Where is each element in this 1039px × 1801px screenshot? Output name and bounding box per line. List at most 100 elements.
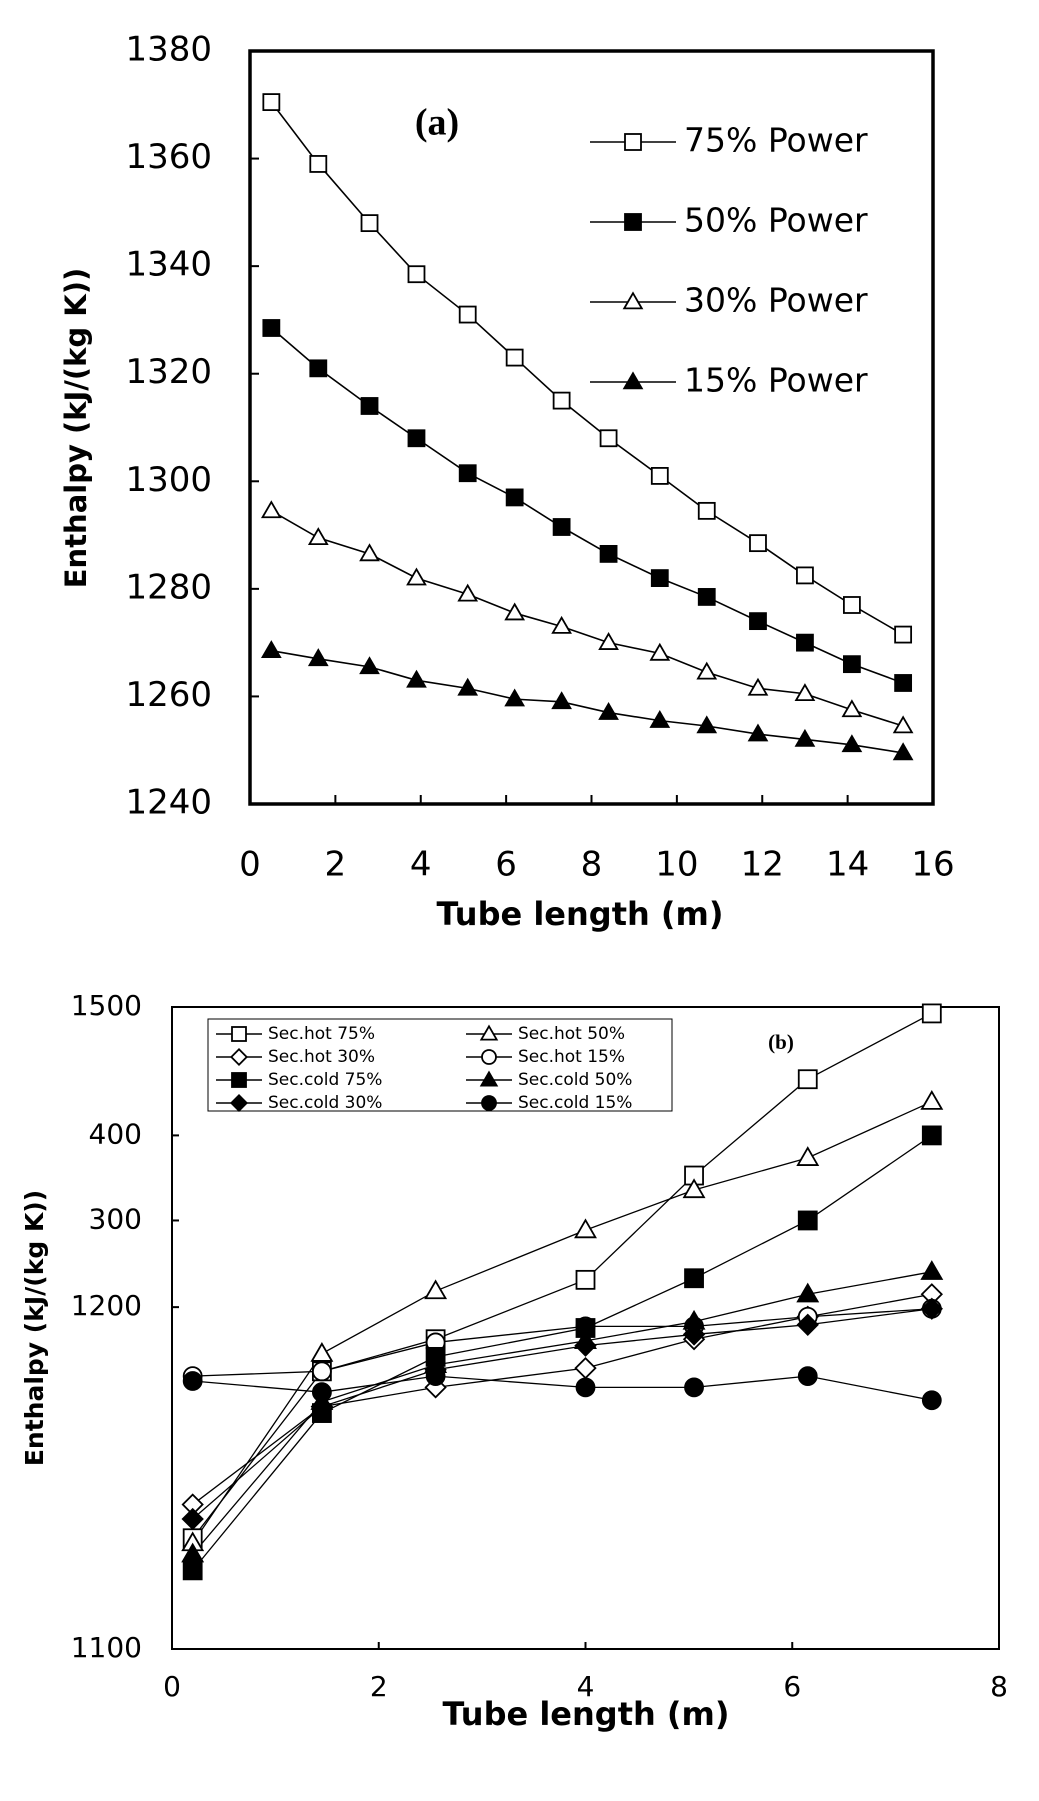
marker (574, 1334, 597, 1357)
marker (311, 1382, 332, 1403)
marker (920, 1089, 944, 1110)
marker (181, 1507, 204, 1531)
marker (797, 1069, 818, 1090)
legend-marker (230, 1048, 248, 1066)
marker (182, 1560, 203, 1581)
marker (407, 265, 426, 284)
marker (920, 1260, 944, 1280)
marker (574, 1218, 597, 1239)
legend-marker (231, 1026, 247, 1042)
marker (458, 305, 477, 324)
legend: 75% Power 50% Power 30% Power 15% Power (590, 121, 868, 400)
marker (796, 566, 814, 585)
marker (796, 1146, 820, 1166)
annotation: (b) (768, 1030, 794, 1054)
y-axis-label: Enthalpy (kJ/(kg K)) (20, 1190, 49, 1466)
x-tick-label: 8 (990, 1670, 1008, 1703)
marker (458, 464, 477, 483)
marker (262, 319, 281, 337)
legend-marker (479, 1070, 499, 1087)
marker (796, 1313, 819, 1336)
y-tick-label: 1300 (125, 460, 212, 500)
x-axis-label: Tube length (m) (442, 1695, 729, 1733)
marker (684, 1268, 704, 1289)
x-tick-label: 6 (783, 1670, 801, 1703)
marker (841, 699, 863, 718)
marker (794, 728, 816, 747)
legend-marker (481, 1049, 497, 1065)
x-tick-label: 10 (655, 845, 698, 885)
marker (262, 93, 281, 111)
series-line (192, 1134, 933, 1571)
x-tick-label: 16 (911, 845, 954, 885)
x-tick-label: 12 (741, 845, 784, 885)
marker (684, 1377, 704, 1398)
marker (260, 500, 282, 519)
marker (794, 683, 816, 702)
marker (360, 397, 379, 415)
chart: 1240 1260 1280 1300 1320 1340 1360 1380 0 2 4 6 8 10 1… (59, 30, 955, 934)
y-tick-label: 300 (89, 1202, 142, 1235)
marker (457, 583, 479, 602)
legend-marker (624, 213, 642, 231)
marker (920, 1297, 943, 1320)
marker (649, 710, 671, 728)
series-line (192, 1308, 932, 1377)
legend: Sec.hot 75% Sec.hot 50% Sec.hot 30% Sec.hot… (207, 1018, 673, 1113)
marker (696, 715, 718, 734)
marker (650, 467, 669, 485)
legend-label: Sec.cold 30% (268, 1093, 382, 1113)
marker (894, 625, 913, 644)
marker (575, 1377, 596, 1398)
marker (749, 534, 767, 553)
y-tick-label: 1240 (125, 783, 212, 823)
legend-marker (624, 133, 642, 151)
legend-marker (622, 291, 644, 310)
marker (360, 214, 379, 233)
marker (406, 567, 427, 586)
marker (310, 1395, 334, 1418)
marker (359, 656, 380, 675)
legend-marker (230, 1094, 248, 1112)
marker (182, 1371, 203, 1391)
marker (310, 1341, 334, 1362)
marker (307, 527, 329, 546)
marker (260, 640, 282, 659)
marker (841, 734, 863, 753)
marker (599, 544, 618, 563)
marker (425, 1366, 446, 1387)
marker (359, 543, 380, 562)
marker (842, 596, 861, 614)
legend-label: Sec.hot 15% (518, 1047, 625, 1067)
marker (407, 429, 426, 448)
marker (921, 1003, 942, 1024)
marker (552, 391, 571, 410)
y-tick-label: 1380 (125, 30, 212, 70)
marker (552, 518, 571, 536)
marker (682, 1323, 706, 1346)
legend-label: 50% Power (684, 201, 868, 240)
marker (682, 1178, 706, 1199)
marker (574, 1356, 597, 1380)
marker (309, 155, 328, 173)
marker (181, 1542, 205, 1563)
marker (797, 1210, 818, 1231)
x-tick-label: 2 (370, 1670, 388, 1703)
marker (842, 655, 861, 674)
x-tick-label: 0 (163, 1670, 181, 1703)
x-tick-label: 14 (826, 845, 869, 885)
x-axis-label: Tube length (m) (436, 895, 723, 933)
legend-label: Sec.cold 15% (518, 1093, 632, 1113)
marker (749, 612, 767, 631)
y-tick-label: 1340 (125, 245, 212, 285)
legend-marker (231, 1072, 247, 1088)
marker (797, 1366, 818, 1387)
annotation: (a) (415, 102, 459, 144)
x-tick-label: 6 (495, 845, 517, 885)
legend-marker (481, 1095, 497, 1111)
legend-label: Sec.cold 75% (268, 1070, 382, 1090)
marker (505, 348, 524, 367)
x-tick-label: 8 (581, 845, 603, 885)
y-tick-label: 1200 (71, 1289, 142, 1322)
